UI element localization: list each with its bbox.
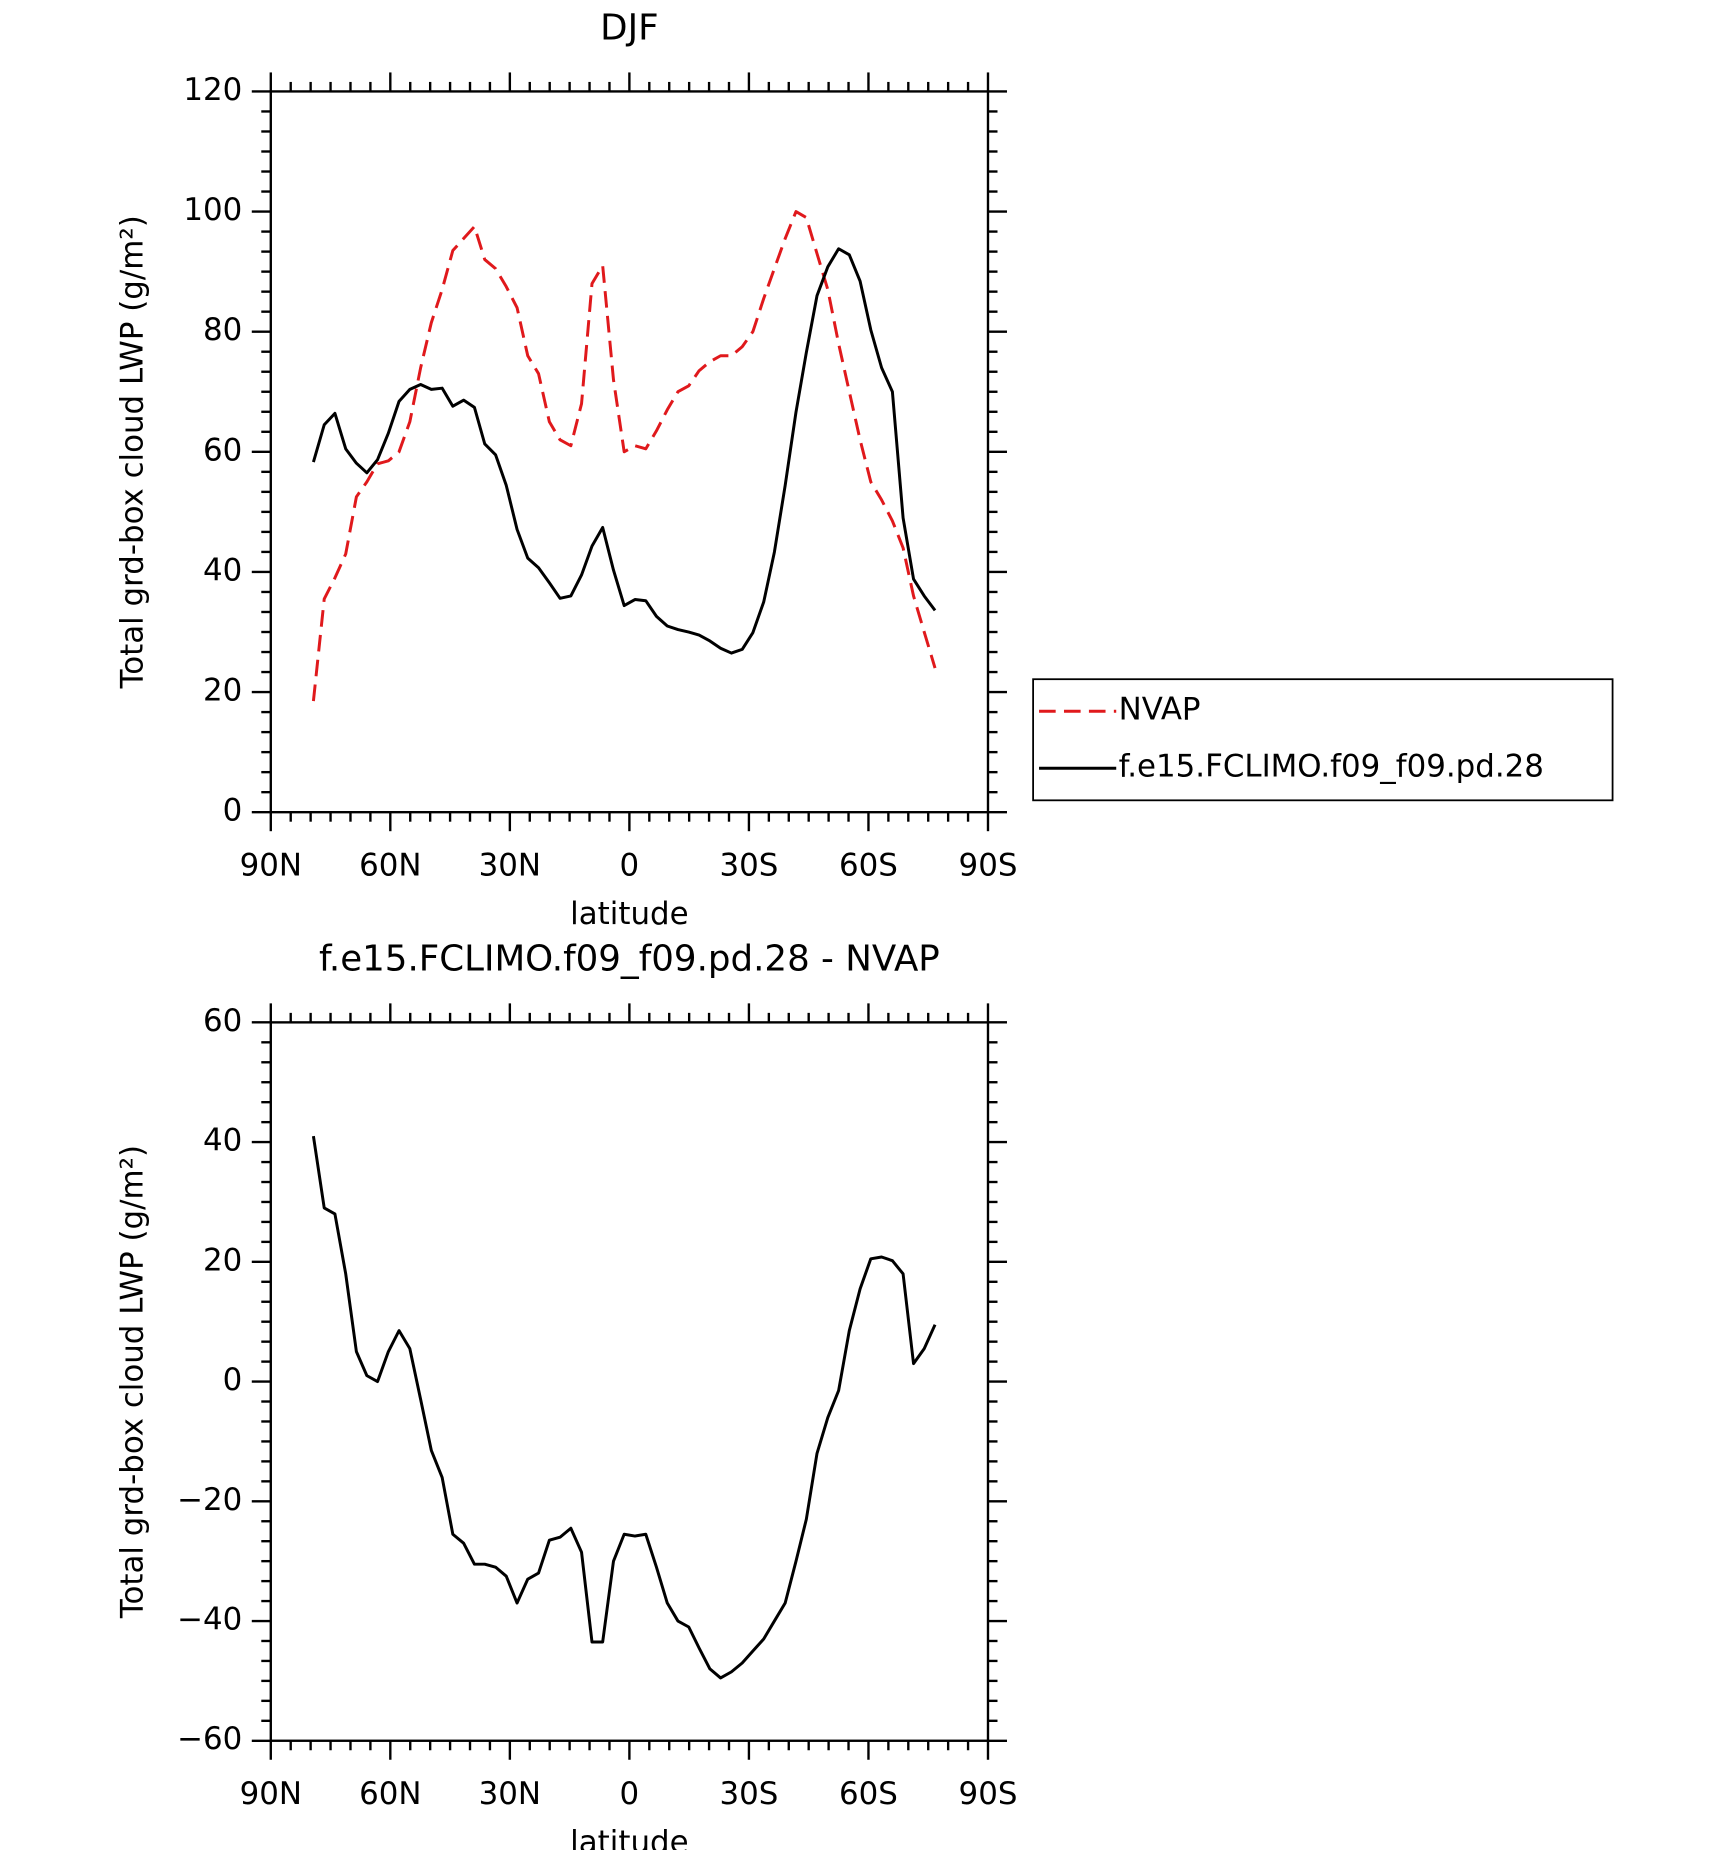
chart-title: f.e15.FCLIMO.f09_f09.pd.28 - NVAP <box>319 939 940 980</box>
y-axis-label: Total grd-box cloud LWP (g/m²) <box>115 215 151 689</box>
y-tick-label: 20 <box>203 673 242 709</box>
x-tick-label: 30N <box>479 847 541 883</box>
x-tick-label: 90S <box>959 847 1018 883</box>
x-axis-label: latitude <box>570 896 688 932</box>
y-tick-label: 100 <box>183 192 242 228</box>
y-tick-label: −40 <box>177 1602 242 1638</box>
legend-label: f.e15.FCLIMO.f09_f09.pd.28 <box>1119 749 1544 785</box>
x-tick-label: 30N <box>479 1776 541 1812</box>
y-axis-label: Total grd-box cloud LWP (g/m²) <box>115 1145 151 1619</box>
y-tick-label: 80 <box>203 312 242 348</box>
y-tick-label: 0 <box>223 793 243 829</box>
y-tick-label: 20 <box>203 1242 242 1278</box>
y-tick-label: −60 <box>177 1721 242 1757</box>
data-line <box>311 210 937 702</box>
x-tick-label: 0 <box>620 1776 640 1812</box>
x-tick-label: 90N <box>240 847 302 883</box>
x-tick-label: 30S <box>719 847 778 883</box>
y-tick-label: 120 <box>183 72 242 108</box>
data-line <box>311 1135 937 1680</box>
plot-frame <box>269 90 990 814</box>
y-tick-label: 0 <box>223 1362 243 1398</box>
x-tick-label: 60N <box>359 847 421 883</box>
x-tick-label: 60S <box>839 1776 898 1812</box>
y-tick-label: 40 <box>203 552 242 588</box>
y-tick-label: 60 <box>203 1003 242 1039</box>
legend-box <box>1032 678 1614 802</box>
chart-title: DJF <box>600 8 658 49</box>
y-tick-label: 40 <box>203 1123 242 1159</box>
data-line <box>311 247 937 655</box>
x-axis-label: latitude <box>570 1825 688 1850</box>
x-tick-label: 30S <box>719 1776 778 1812</box>
x-tick-label: 0 <box>620 847 640 883</box>
y-tick-label: 60 <box>203 432 242 468</box>
y-tick-label: −20 <box>177 1482 242 1518</box>
x-tick-label: 60S <box>839 847 898 883</box>
legend-label: NVAP <box>1119 692 1201 728</box>
x-tick-label: 90S <box>959 1776 1018 1812</box>
x-tick-label: 90N <box>240 1776 302 1812</box>
x-tick-label: 60N <box>359 1776 421 1812</box>
